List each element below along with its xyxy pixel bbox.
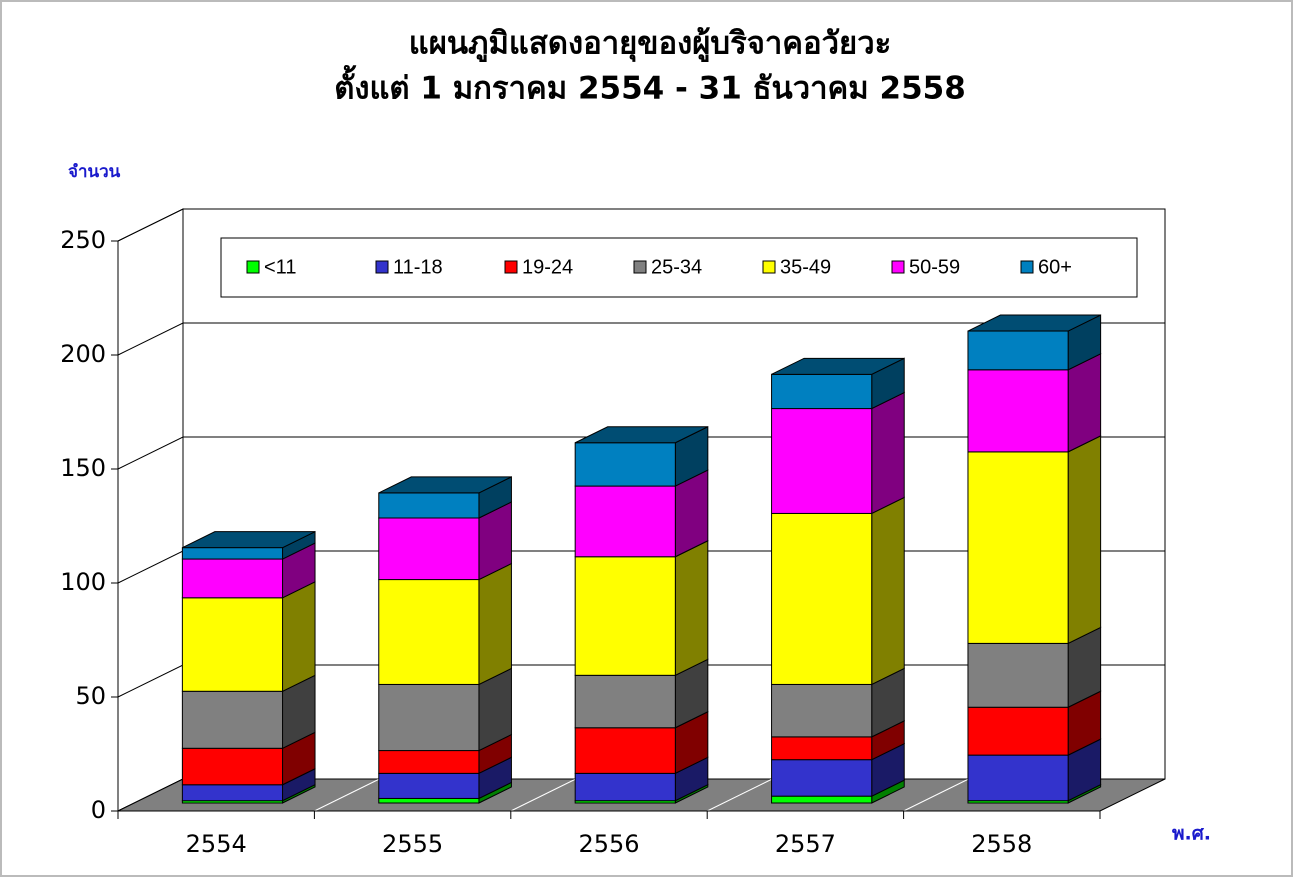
x-axis-label: พ.ศ.	[1172, 823, 1211, 845]
bar-segment	[378, 579, 480, 685]
bar-segment	[771, 408, 873, 514]
legend-swatch	[891, 260, 905, 274]
y-tick-label: 150	[60, 454, 106, 482]
bar-segment	[574, 556, 676, 676]
legend-label: 19-24	[522, 256, 573, 278]
x-tick-label: 2556	[578, 830, 639, 858]
bar-segment	[378, 772, 480, 799]
bar-top	[182, 531, 316, 549]
chart-title: แผนภูมิแสดงอายุของผู้บริจาคอวัยวะ	[409, 26, 892, 63]
bar-side	[871, 496, 905, 686]
bar-segment	[574, 485, 676, 558]
bar-segment	[181, 784, 284, 802]
legend-swatch	[633, 260, 647, 274]
bar-segment	[967, 706, 1069, 756]
floor-line	[903, 778, 969, 812]
bar-segment	[967, 369, 1069, 453]
bar-segment	[378, 517, 480, 581]
floor-line	[510, 778, 577, 812]
x-tick-label: 2557	[775, 830, 836, 858]
floor-line	[706, 778, 773, 812]
legend-label: 25-34	[651, 256, 702, 278]
x-tick-label: 2555	[382, 830, 443, 858]
bar-segment	[378, 750, 480, 774]
bar-segment	[771, 736, 873, 761]
bar-segment	[967, 754, 1069, 802]
bar-segment	[771, 512, 873, 685]
bar-segment	[771, 759, 873, 797]
legend-label: 50-59	[909, 256, 960, 278]
bar-side	[282, 580, 316, 693]
legend-label: <11	[264, 256, 296, 278]
bar-segment	[181, 547, 284, 560]
bar-side	[1067, 352, 1102, 453]
grid-line	[117, 322, 1165, 356]
bar-top	[574, 426, 709, 444]
bar-side	[1067, 435, 1102, 645]
legend-swatch	[762, 260, 776, 274]
legend-swatch	[1020, 260, 1034, 274]
bar-segment	[181, 558, 284, 599]
y-tick-label: 200	[60, 340, 106, 368]
bar-segment	[967, 642, 1069, 708]
bar-segment	[181, 597, 284, 692]
legend-label: 35-49	[780, 256, 831, 278]
bar-segment	[574, 727, 676, 774]
y-tick-label: 100	[60, 568, 106, 596]
bar-side	[871, 391, 905, 515]
bar-side	[674, 539, 709, 677]
bar-segment	[181, 690, 284, 749]
bar-segment	[378, 797, 480, 804]
bar-top	[771, 357, 905, 375]
bar-segment	[574, 674, 676, 729]
bar-segment	[771, 683, 873, 738]
chart-subtitle: ตั้งแต่ 1 มกราคม 2554 - 31 ธันวาคม 2558	[334, 65, 966, 107]
legend-swatch	[246, 260, 260, 274]
legend-label: 60+	[1038, 256, 1072, 278]
bar-segment	[378, 492, 480, 519]
legend	[220, 237, 1138, 298]
bar-segment	[378, 683, 480, 752]
legend-swatch	[504, 260, 518, 274]
bar-top	[967, 314, 1101, 332]
x-tick-label: 2558	[971, 830, 1032, 858]
legend-label: 11-18	[393, 256, 443, 278]
x-tick-label: 2554	[186, 830, 247, 858]
bar-segment	[967, 330, 1069, 371]
y-axis-label: จำนวน	[68, 162, 121, 182]
bar-segment	[181, 747, 284, 786]
grid-line	[117, 208, 1165, 242]
y-tick-label: 250	[60, 226, 106, 254]
bar-segment	[574, 442, 676, 487]
bar-segment	[771, 373, 873, 410]
bar-segment	[771, 795, 873, 804]
floor-line	[314, 778, 380, 812]
side-wall	[117, 208, 184, 812]
bar-top	[378, 476, 512, 494]
bar-segment	[967, 451, 1069, 644]
bar-side	[478, 562, 512, 686]
legend-swatch	[375, 260, 389, 274]
bar-segment	[574, 772, 676, 802]
y-tick-label: 50	[75, 682, 106, 710]
y-tick-label: 0	[91, 796, 106, 824]
